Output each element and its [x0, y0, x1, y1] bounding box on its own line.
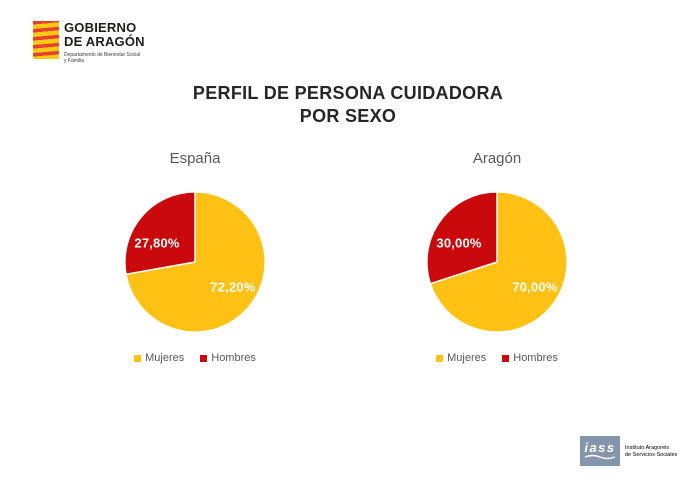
- iass-acronym: iass: [584, 440, 616, 455]
- aragon-flag-icon: [33, 21, 59, 59]
- gobierno-aragon-logo: GOBIERNO DE ARAGÓN Departamento de Biene…: [33, 21, 145, 64]
- gov-department-line2: y Familia: [64, 58, 85, 64]
- gov-department-line1: Departamento de Bienestar Social: [64, 52, 141, 58]
- gov-name-line2: DE ARAGÓN: [64, 34, 145, 49]
- iass-wave-icon: [585, 454, 615, 460]
- legend-swatch-mujeres-icon: [134, 354, 142, 362]
- gov-department: Departamento de Bienestar Social y Famil…: [64, 52, 145, 64]
- chart-title-espana: España: [169, 150, 221, 167]
- legend-label-mujeres: Mujeres: [145, 352, 185, 364]
- pie-wrap-espana: 27,80% 72,20%: [122, 189, 268, 335]
- legend-label-hombres: Hombres: [211, 352, 256, 364]
- iass-logo: iass Instituto Aragonés de Servicios Soc…: [580, 436, 677, 466]
- value-label-aragon-mujeres: 70,00%: [512, 279, 558, 295]
- legend-item-mujeres: Mujeres: [436, 352, 486, 364]
- pie-wrap-aragon: 30,00% 70,00%: [424, 189, 570, 335]
- legend-swatch-hombres-icon: [502, 354, 510, 362]
- iass-logo-box: iass: [580, 436, 620, 466]
- pie-slice-mujeres: [429, 191, 568, 333]
- legend-espana: Mujeres Hombres: [110, 352, 280, 364]
- legend-item-hombres: Hombres: [200, 352, 256, 364]
- iass-name-line1: Instituto Aragonés: [625, 445, 670, 451]
- page-title: PERFIL DE PERSONA CUIDADORA POR SEXO: [0, 82, 696, 128]
- pie-slice-hombres: [426, 191, 498, 285]
- legend-swatch-mujeres-icon: [436, 354, 444, 362]
- gov-logo-text: GOBIERNO DE ARAGÓN Departamento de Biene…: [64, 20, 145, 65]
- legend-label-mujeres: Mujeres: [447, 352, 487, 364]
- chart-title-aragon: Aragón: [472, 150, 522, 167]
- chart-espana: España 27,80% 72,20% Mujeres Hombres: [110, 150, 280, 364]
- value-label-aragon-hombres: 30,00%: [436, 235, 482, 251]
- iass-name: Instituto Aragonés de Servicios Sociales: [625, 445, 677, 459]
- gov-name-line1: GOBIERNO: [64, 20, 137, 35]
- legend-swatch-hombres-icon: [200, 354, 208, 362]
- value-label-espana-mujeres: 72,20%: [210, 279, 256, 295]
- page-title-line1: PERFIL DE PERSONA CUIDADORA: [192, 83, 504, 103]
- legend-aragon: Mujeres Hombres: [412, 352, 582, 364]
- iass-name-line2: de Servicios Sociales: [625, 452, 678, 458]
- legend-label-hombres: Hombres: [513, 352, 558, 364]
- pie-chart-aragon: [426, 191, 568, 333]
- legend-item-hombres: Hombres: [502, 352, 558, 364]
- pie-slice-hombres: [124, 191, 196, 276]
- page-title-line2: POR SEXO: [299, 106, 397, 126]
- legend-item-mujeres: Mujeres: [134, 352, 184, 364]
- value-label-espana-hombres: 27,80%: [134, 235, 180, 251]
- chart-aragon: Aragón 30,00% 70,00% Mujeres Hombres: [412, 150, 582, 364]
- pie-chart-espana: [124, 191, 266, 333]
